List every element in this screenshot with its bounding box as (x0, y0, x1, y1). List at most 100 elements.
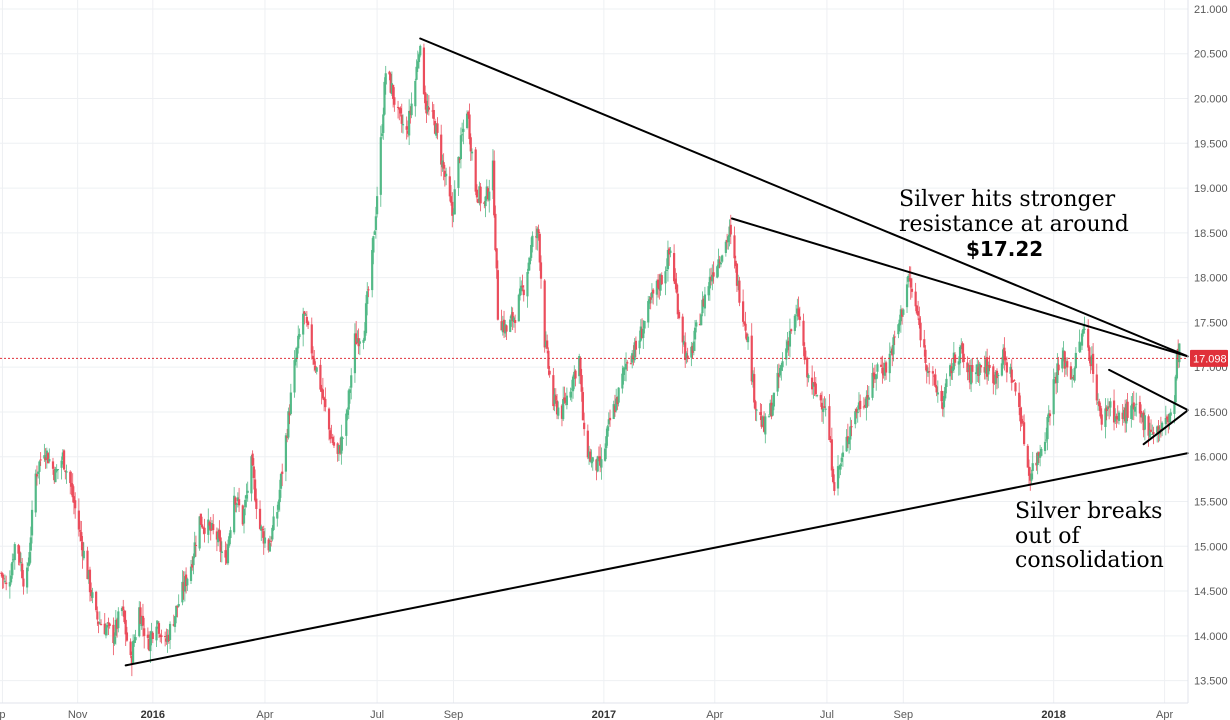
candle-body (867, 397, 870, 400)
candle-body (569, 391, 572, 398)
x-tick-label: Jul (370, 709, 384, 720)
candle-body (539, 262, 543, 279)
candle-body (1022, 422, 1026, 445)
candle-body (306, 321, 310, 326)
candle-body (12, 559, 15, 561)
candle-body (30, 509, 34, 536)
candle-body (494, 213, 497, 251)
candle-body (974, 372, 978, 375)
candle-body (1003, 347, 1006, 361)
resistance-annotation-price: $17.22 (966, 237, 1043, 261)
candle-body (872, 372, 875, 377)
candle-body (69, 471, 72, 484)
candle-body (1031, 463, 1034, 472)
candle-body (928, 371, 931, 373)
candle-body (701, 299, 704, 314)
candle-body (762, 416, 766, 432)
candle-body (1087, 329, 1090, 348)
candle-body (655, 280, 658, 295)
candle-body (1106, 406, 1109, 410)
candle-body (410, 103, 413, 116)
candle-body (315, 367, 318, 372)
candle-body (219, 537, 222, 552)
candle-body (414, 80, 417, 107)
candle-body (899, 309, 902, 322)
candle-body (371, 250, 374, 291)
candle-body (484, 196, 487, 207)
candle-body (107, 622, 110, 624)
candle-body (432, 110, 435, 119)
candle-body (235, 503, 238, 505)
candle-body (1133, 406, 1137, 412)
candle-body (1117, 412, 1121, 421)
candle-body (884, 362, 888, 373)
candle-body (388, 71, 391, 75)
candle-body (305, 316, 308, 324)
candle-body (262, 531, 265, 544)
candle-body (194, 544, 198, 546)
candle-body (924, 349, 927, 363)
candle-body (155, 626, 158, 641)
candle-body (46, 453, 50, 464)
x-tick-label: Apr (706, 709, 723, 720)
candle-body (209, 524, 212, 531)
candle-body (607, 419, 610, 425)
candle-body (889, 350, 893, 354)
candle-body (442, 162, 445, 169)
candle-body (960, 345, 963, 349)
candle-body (133, 640, 136, 643)
candle-body (488, 191, 491, 201)
candle-body (745, 333, 748, 341)
candle-body (215, 531, 218, 540)
candle-body (218, 529, 221, 539)
candle-body (907, 275, 910, 282)
candle-body (143, 628, 146, 636)
candle-body (993, 381, 996, 384)
candle-body (210, 522, 214, 529)
x-tick-label: p (0, 709, 6, 720)
candle-body (1147, 416, 1150, 436)
candle-body (125, 632, 129, 641)
candle-body (357, 338, 360, 347)
candle-body (198, 516, 201, 549)
candle-body (548, 370, 551, 375)
candle-body (319, 364, 322, 390)
candle-body (891, 348, 894, 356)
candle-body (175, 605, 178, 618)
candle-body (560, 405, 564, 419)
y-tick-label: 20.000 (1194, 94, 1228, 106)
candle-body (643, 320, 646, 329)
candle-body (165, 638, 168, 642)
candle-body (746, 336, 750, 343)
candle-body (759, 412, 762, 416)
candle-body (346, 410, 349, 416)
candle-body (623, 367, 626, 369)
candle-body (847, 437, 851, 445)
candle-body (72, 496, 76, 503)
candle-body (3, 580, 7, 582)
candle-body (1108, 406, 1111, 408)
candle-body (698, 323, 702, 326)
y-tick-label: 19.500 (1194, 138, 1228, 150)
candle-body (1018, 392, 1021, 408)
candle-body (470, 151, 474, 154)
candle-body (419, 45, 422, 56)
candle-body (167, 634, 170, 642)
candle-body (923, 339, 926, 348)
candle-body (28, 552, 31, 565)
candle-body (1052, 379, 1055, 415)
candle-body (902, 309, 905, 315)
breakout-annotation-line-3: consolidation (1015, 548, 1164, 573)
candle-body (1073, 368, 1076, 381)
candle-body (461, 134, 464, 136)
candle-body (615, 398, 618, 411)
candle-body (9, 575, 13, 583)
candle-body (380, 133, 384, 136)
candle-body (857, 402, 861, 410)
candle-body (590, 459, 593, 464)
y-tick-label: 14.000 (1194, 631, 1228, 643)
candle-body (718, 261, 721, 263)
candle-body (734, 260, 737, 267)
candle-body (926, 370, 930, 374)
candle-body (1090, 355, 1093, 365)
